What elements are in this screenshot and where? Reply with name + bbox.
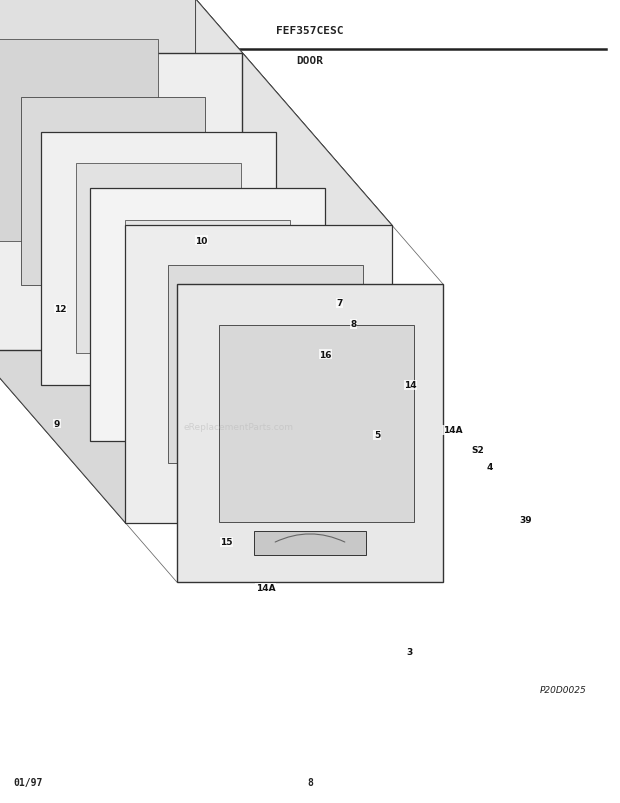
Polygon shape [0,54,242,351]
Text: DOOR: DOOR [296,56,324,66]
Text: P20D0025: P20D0025 [539,686,586,695]
Polygon shape [168,266,363,463]
Polygon shape [125,220,290,410]
Text: 3: 3 [406,647,412,657]
Polygon shape [177,285,443,582]
Text: 12: 12 [55,304,67,314]
Text: 8: 8 [307,777,313,787]
Text: 5: 5 [374,430,380,440]
Text: 15: 15 [220,537,232,547]
Text: S2: S2 [471,445,484,454]
Text: 8: 8 [350,320,356,329]
Polygon shape [125,226,392,523]
Text: 9: 9 [54,419,60,429]
Text: 10: 10 [195,236,208,246]
Polygon shape [0,297,392,523]
Polygon shape [195,0,392,523]
Polygon shape [76,164,241,354]
Polygon shape [0,0,392,226]
Text: Publication No.: Publication No. [14,26,102,35]
Text: 14A: 14A [443,426,463,435]
Text: 14: 14 [404,381,417,390]
Text: FEF357CESC: FEF357CESC [277,26,343,35]
Text: 01/97: 01/97 [14,777,43,787]
Polygon shape [0,0,195,297]
Polygon shape [21,98,205,286]
Polygon shape [0,40,158,242]
Text: 5995291985: 5995291985 [14,37,73,47]
Polygon shape [175,165,191,409]
Polygon shape [90,190,325,442]
Polygon shape [41,132,275,385]
Text: 16: 16 [319,350,332,360]
Text: 4: 4 [487,463,493,472]
Text: eReplacementParts.com: eReplacementParts.com [184,422,294,432]
Text: 14A: 14A [255,583,275,593]
Text: 7: 7 [337,299,343,308]
Text: 39: 39 [520,516,532,525]
Polygon shape [254,532,366,556]
Polygon shape [219,325,414,523]
